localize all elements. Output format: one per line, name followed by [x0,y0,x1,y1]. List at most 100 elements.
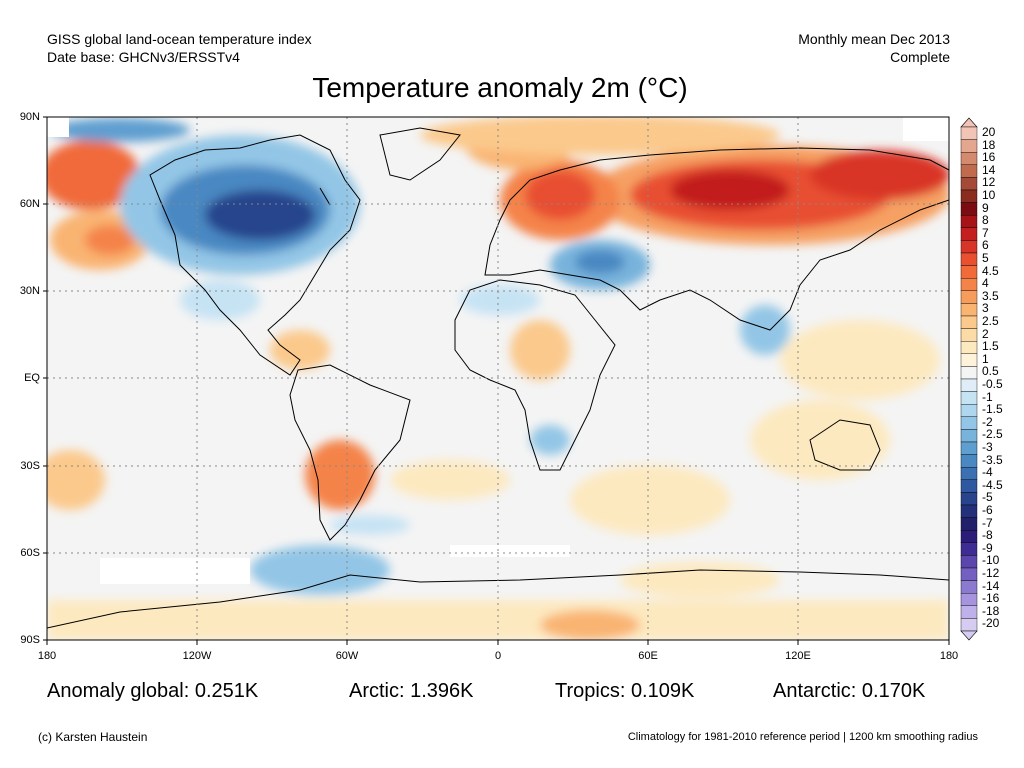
colorbar-swatch [960,353,978,367]
colorbar-tick-label: 10 [982,188,996,202]
colorbar-swatch [960,139,978,153]
colorbar-tick-label: 7 [982,225,989,240]
lon-label-0: 0 [494,650,502,662]
colorbar-tick-label: -7 [982,515,993,530]
colorbar-tick-label: -4.5 [982,477,1003,492]
colorbar-tick-label: 4.5 [982,263,999,278]
lat-label-90s: 90S [20,634,40,646]
lon-label-60w: 60W [335,650,359,662]
colorbar-swatch [960,366,978,380]
coastlines [47,127,949,629]
colorbar-swatch [960,391,978,405]
colorbar-swatch [960,580,978,594]
stat-global: Anomaly global: 0.251K [47,680,259,702]
colorbar-tick-label: -20 [982,616,1000,631]
colorbar-tick-label: 9 [982,200,989,215]
period-label: Monthly mean Dec 2013 [798,31,950,47]
colorbar-tick-label: 4 [982,276,989,291]
colorbar-swatch [960,378,978,392]
colorbar-swatch [960,328,978,342]
colorbar-swatch [960,252,978,266]
colorbar-tick-label: 1.5 [982,339,999,354]
colorbar-swatch [960,240,978,254]
graticule [47,117,949,640]
colorbar-swatch [960,567,978,581]
credit: (c) Karsten Haustein [38,730,148,744]
header-right: Monthly mean Dec 2013 Complete [798,30,950,66]
colorbar-tick-label: 20 [982,125,996,139]
colorbar-tick-label: 12 [982,175,996,190]
colorbar-tick-label: -3 [982,440,993,454]
climatology-note: Climatology for 1981-2010 reference peri… [627,731,978,743]
colorbar-tick-label: 0.5 [982,364,999,379]
colorbar-max-arrow [960,117,978,128]
colorbar-swatch [960,479,978,493]
colorbar-swatch [960,214,978,228]
colorbar-swatch [960,164,978,178]
colorbar-swatch [960,227,978,241]
colorbar-tick-label: 2 [982,326,989,341]
lon-label-60e: 60E [638,650,658,662]
lon-label-120w: 120W [182,650,212,662]
map-title: Temperature anomaly 2m (°C) [312,72,688,103]
colorbar-tick-label: -12 [982,566,1000,580]
colorbar-swatch [960,504,978,518]
colorbar-swatch [960,467,978,481]
anomaly-map [43,116,950,645]
colorbar-tick-label: -5 [982,490,993,505]
colorbar-tick-label: -16 [982,591,1000,606]
colorbar-swatch [960,618,978,632]
stats-bar: Anomaly global: 0.251K Arctic: 1.396K Tr… [0,680,1024,706]
lat-label-30n: 30N [19,285,40,297]
colorbar-tick-label: 8 [982,213,989,228]
colorbar [960,117,978,641]
colorbar-swatch [960,189,978,203]
colorbar-swatch [960,126,978,140]
colorbar-tick-label: -1 [982,389,993,404]
lon-label-120e: 120E [785,650,811,662]
data-base: Date base: GHCNv3/ERSSTv4 [47,49,240,65]
colorbar-swatch [960,454,978,468]
colorbar-swatch [960,605,978,619]
colorbar-swatch [960,290,978,304]
lat-label-90n: 90N [19,111,40,123]
colorbar-swatch [960,542,978,556]
colorbar-swatch [960,441,978,455]
dataset-title: GISS global land-ocean temperature index [47,31,312,47]
colorbar-tick-label: 6 [982,238,989,253]
colorbar-swatch [960,303,978,317]
colorbar-swatch [960,152,978,166]
colorbar-tick-label: 16 [982,150,996,165]
colorbar-tick-label: -2.5 [982,427,1003,442]
colorbar-swatch [960,202,978,216]
colorbar-tick-label: -4 [982,465,993,480]
colorbar-swatch [960,277,978,291]
lat-label-eq: EQ [24,372,40,384]
colorbar-tick-label: 18 [982,137,996,152]
stat-antarctic: Antarctic: 0.170K [773,680,926,702]
colorbar-swatch [960,340,978,354]
colorbar-tick-label: -3.5 [982,452,1003,467]
colorbar-tick-label: -1.5 [982,402,1003,417]
colorbar-tick-label: 5 [982,251,989,265]
colorbar-tick-label: -2 [982,414,993,429]
completeness-label: Complete [890,49,950,65]
colorbar-tick-label: -0.5 [982,377,1003,391]
colorbar-swatch [960,492,978,506]
colorbar-swatch [960,416,978,430]
lat-label-30s: 30S [20,460,40,472]
colorbar-swatch [960,593,978,607]
colorbar-swatch [960,315,978,329]
colorbar-tick-label: -9 [982,540,993,555]
stat-arctic: Arctic: 1.396K [349,680,474,702]
lat-label-60s: 60S [20,547,40,559]
colorbar-swatch [960,555,978,569]
colorbar-swatch [960,404,978,418]
colorbar-tick-label: -18 [982,603,1000,618]
colorbar-min-arrow [960,630,978,641]
colorbar-tick-label: 1 [982,351,989,366]
colorbar-swatch [960,530,978,544]
colorbar-tick-label: 3 [982,301,989,316]
lat-label-60n: 60N [19,198,40,210]
colorbar-swatch [960,517,978,531]
